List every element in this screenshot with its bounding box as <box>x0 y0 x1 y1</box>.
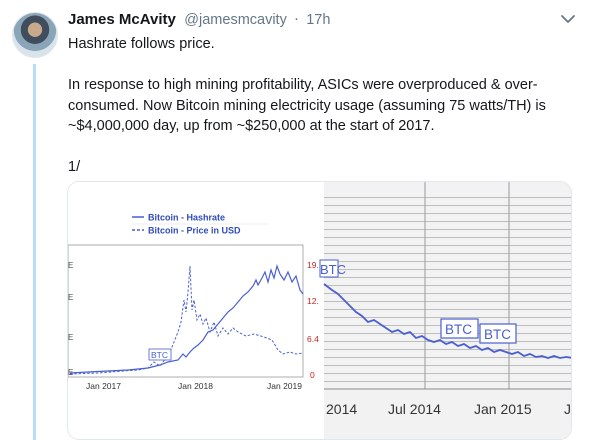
y-tick-label: 6.4 <box>307 334 319 344</box>
chevron-down-icon[interactable] <box>559 12 577 26</box>
y-tick-label: 12. <box>307 296 319 306</box>
chart-right-grid <box>324 194 571 389</box>
tweet-text: Hashrate follows price. In response to h… <box>68 34 578 198</box>
x-tick-label: Jan 2018 <box>178 381 213 391</box>
tweet-header: James McAvity @jamesmcavity · 17h <box>68 11 330 28</box>
tweet-paragraph: Hashrate follows price. <box>68 36 215 52</box>
tweet-media[interactable]: Bitcoin - Hashrate Bitcoin - Price in US… <box>67 181 572 440</box>
header-separator: · <box>294 12 299 28</box>
chart-right-watermark: BTC <box>320 262 346 277</box>
media-images: Bitcoin - Hashrate Bitcoin - Price in US… <box>68 182 571 439</box>
x-tick-label: Jan 2019 <box>267 381 302 391</box>
tweet-paragraph: 1/ <box>68 159 81 175</box>
svg-text:E: E <box>68 293 73 302</box>
chart-right-price-line <box>323 283 571 359</box>
author-handle[interactable]: @jamesmcavity <box>184 12 287 28</box>
tweet-paragraph: In response to high mining profitability… <box>68 77 546 134</box>
chart-right-watermark-box <box>440 318 479 339</box>
chart-right-watermark: BTC <box>484 327 511 342</box>
chart-right-x-axis: 2014 Jul 2014 Jan 2015 J <box>326 401 571 417</box>
legend-label-hashrate: Bitcoin - Hashrate <box>148 213 225 223</box>
svg-text:E: E <box>68 333 73 342</box>
chart-left-legend: Bitcoin - Hashrate Bitcoin - Price in US… <box>132 213 268 236</box>
series-line-hashrate <box>69 263 304 374</box>
tweet-timestamp[interactable]: 17h <box>306 12 331 28</box>
chart-right-watermark-box <box>319 259 339 278</box>
y-tick-label: 0 <box>310 370 315 380</box>
y-tick-label: 19. <box>307 260 319 270</box>
x-tick-label: J <box>564 401 571 417</box>
x-tick-label: 2014 <box>326 401 357 417</box>
x-tick-label: Jul 2014 <box>388 401 441 417</box>
thread-connector-line <box>33 64 36 440</box>
chart-left-watermark: BTC <box>151 350 168 360</box>
chart-left-watermark-box <box>148 348 172 361</box>
x-tick-label: Jan 2017 <box>86 381 121 391</box>
series-line-price <box>69 265 304 375</box>
chart-right: BTC BTC BTC 2014 Jul 2014 Jan 2015 J <box>319 182 571 439</box>
author-name[interactable]: James McAvity <box>68 11 176 28</box>
chart-left-x-axis: Jan 2017 Jan 2018 Jan 2019 <box>86 381 302 391</box>
chart-right-watermark-box <box>479 323 517 344</box>
avatar[interactable] <box>12 12 58 58</box>
chart-left-right-axis: 19. 12. 6.4 0 <box>307 260 319 380</box>
svg-text:E: E <box>68 261 73 270</box>
chart-right-watermark: BTC <box>445 322 472 337</box>
chart-left: Bitcoin - Hashrate Bitcoin - Price in US… <box>68 182 322 439</box>
legend-label-price: Bitcoin - Price in USD <box>148 226 241 236</box>
x-tick-label: Jan 2015 <box>474 401 532 417</box>
